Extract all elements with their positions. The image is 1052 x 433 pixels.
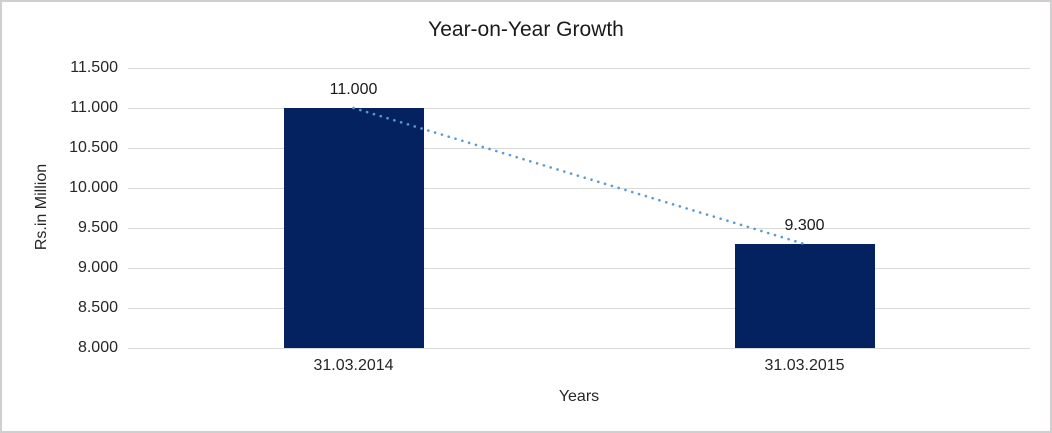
trendline [352,106,806,246]
y-tick-label: 9.500 [77,219,118,236]
gridline [128,67,1030,69]
y-tick-label: 9.000 [77,259,118,276]
y-tick-label: 10.000 [69,179,118,196]
x-category-label: 31.03.2014 [313,357,394,374]
x-axis-category-labels: 31.03.2014 31.03.2015 [128,357,1030,379]
gridline [128,347,1030,349]
y-tick-label: 11.000 [70,99,118,116]
gridline [128,187,1030,189]
y-tick-label: 8.500 [77,299,118,316]
y-tick-label: 10.500 [69,139,118,156]
gridline [128,307,1030,309]
y-axis-tick-labels: 11.500 11.000 10.500 10.000 9.500 9.000 8.500 8… [2,59,118,356]
gridline [128,267,1030,269]
y-tick-label: 8.000 [77,339,118,356]
plot-area: 11.000 9.300 [128,67,1030,349]
bar-data-label: 9.300 [784,217,825,234]
x-category-label: 31.03.2015 [764,357,845,374]
gridline [128,147,1030,149]
bar-31.03.2015 [734,244,875,348]
x-axis-title: Years [558,388,600,405]
chart-title: Year-on-Year Growth [428,18,624,41]
gridline [128,227,1030,229]
trendline-path [352,106,806,246]
bar-data-label: 11.000 [329,81,378,98]
bar-31.03.2014 [283,108,424,348]
gridline [128,107,1030,109]
y-tick-label: 11.500 [70,59,118,76]
